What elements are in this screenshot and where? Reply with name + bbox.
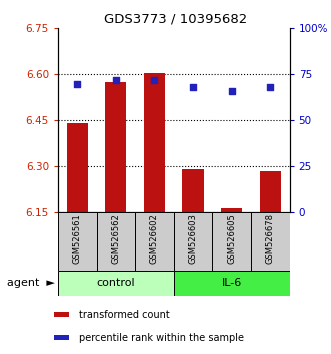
Point xyxy=(152,77,157,83)
Bar xyxy=(221,208,242,212)
Bar xyxy=(67,124,88,212)
Bar xyxy=(182,170,204,212)
Text: GSM526561: GSM526561 xyxy=(73,213,82,264)
Bar xyxy=(97,212,135,271)
Bar xyxy=(58,271,174,296)
Point xyxy=(74,81,80,86)
Text: agent  ►: agent ► xyxy=(7,278,55,288)
Text: GSM526562: GSM526562 xyxy=(111,213,120,264)
Bar xyxy=(174,212,213,271)
Bar xyxy=(58,212,97,271)
Bar xyxy=(251,212,290,271)
Bar xyxy=(174,271,290,296)
Bar xyxy=(144,73,165,212)
Text: GSM526602: GSM526602 xyxy=(150,213,159,264)
Text: GSM526605: GSM526605 xyxy=(227,213,236,264)
Bar xyxy=(135,212,174,271)
Text: GSM526678: GSM526678 xyxy=(266,213,275,264)
Point xyxy=(190,84,196,90)
Bar xyxy=(54,335,69,340)
Bar xyxy=(213,212,251,271)
Bar xyxy=(105,82,126,212)
Bar xyxy=(260,171,281,212)
Point xyxy=(268,84,273,90)
Point xyxy=(113,77,118,83)
Text: GSM526603: GSM526603 xyxy=(189,213,198,264)
Bar xyxy=(54,313,69,317)
Text: transformed count: transformed count xyxy=(79,310,170,320)
Text: IL-6: IL-6 xyxy=(221,278,242,288)
Text: control: control xyxy=(97,278,135,288)
Text: percentile rank within the sample: percentile rank within the sample xyxy=(79,332,244,343)
Text: GDS3773 / 10395682: GDS3773 / 10395682 xyxy=(104,12,247,25)
Point xyxy=(229,88,234,94)
